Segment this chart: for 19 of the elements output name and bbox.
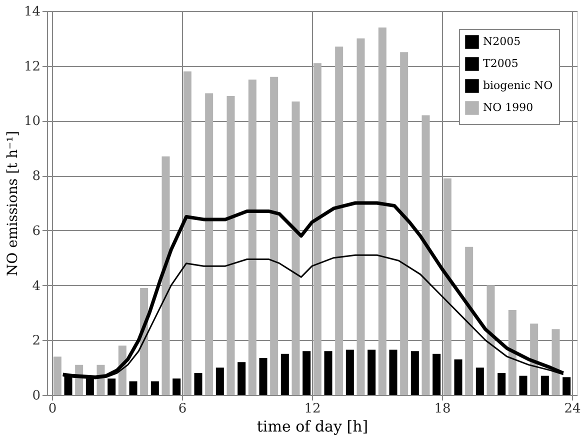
- y-tick-label: 14: [24, 4, 40, 20]
- x-axis-title: time of day [h]: [256, 418, 368, 436]
- y-axis-title: NO emissions [t h⁻¹]: [4, 130, 21, 276]
- y-tick-label: 4: [32, 278, 40, 294]
- y-tick-label: 6: [32, 224, 40, 239]
- legend-label: NO 1990: [483, 101, 534, 114]
- legend-label: biogenic NO: [483, 79, 553, 92]
- x-tick-label: 18: [434, 402, 451, 416]
- x-tick-label: 6: [178, 402, 187, 416]
- y-tick-label: 8: [32, 169, 40, 184]
- y-tick-label: 2: [32, 334, 40, 349]
- x-tick-label: 12: [304, 402, 321, 416]
- legend-label: T2005: [483, 57, 518, 70]
- y-tick-label: 0: [32, 388, 40, 404]
- legend-label: N2005: [483, 35, 521, 48]
- x-tick-label: 24: [564, 402, 581, 416]
- y-tick-label: 10: [24, 114, 40, 130]
- y-tick-label: 12: [24, 59, 40, 74]
- x-tick-label: 0: [48, 402, 57, 416]
